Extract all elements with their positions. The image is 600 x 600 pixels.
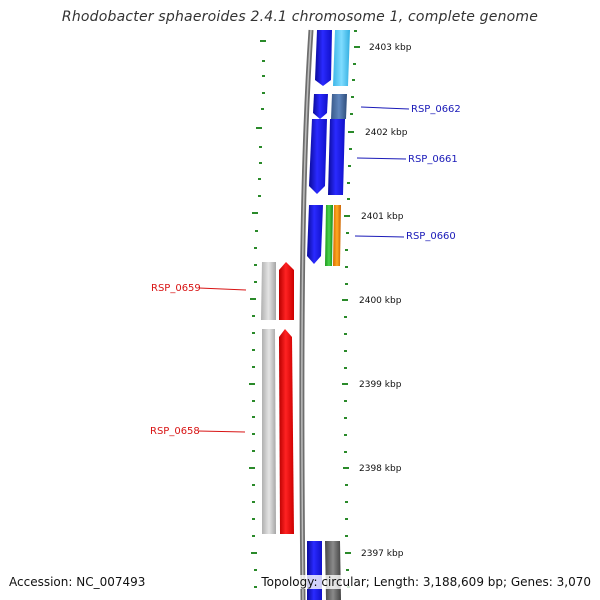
gene-RSP_0661[interactable] (309, 119, 327, 194)
leader-RSP_0659 (198, 287, 247, 291)
topology-summary: Topology: circular; Length: 3,188,609 bp… (261, 575, 591, 589)
gene-feature-bottom-blue[interactable] (307, 541, 322, 600)
gene-RSP_0662[interactable] (313, 94, 328, 119)
tick-label-2402: 2402 kbp (365, 128, 408, 138)
gene-RSP_0659-grey[interactable] (261, 262, 276, 320)
leader-RSP_0660 (354, 235, 405, 238)
gene-RSP_0658[interactable] (279, 329, 294, 534)
gene-feature-top-cyan[interactable] (333, 30, 350, 86)
gene-feature-top-blue[interactable] (315, 30, 332, 86)
reverse-strand-track (261, 262, 294, 534)
gene-label-RSP_0659[interactable]: RSP_0659 (151, 283, 201, 294)
gene-label-RSP_0660[interactable]: RSP_0660 (406, 231, 456, 242)
gene-RSP_0662-partner[interactable] (331, 94, 347, 119)
inner-tick-marks (249, 40, 266, 588)
gene-RSP_0660-green[interactable] (325, 205, 333, 266)
gene-label-RSP_0662[interactable]: RSP_0662 (411, 104, 461, 115)
gene-RSP_0660-orange[interactable] (333, 205, 341, 266)
map-title: Rhodobacter sphaeroides 2.4.1 chromosome… (61, 9, 539, 25)
tick-label-2403: 2403 kbp (369, 43, 412, 53)
leader-RSP_0658 (197, 430, 246, 433)
gene-RSP_0658-grey[interactable] (262, 329, 276, 534)
gene-RSP_0659[interactable] (279, 262, 294, 320)
chromosome-backbone-highlight (301, 29, 312, 600)
leader-RSP_0662 (360, 106, 410, 110)
gene-label-RSP_0658[interactable]: RSP_0658 (150, 426, 200, 437)
tick-label-2400: 2400 kbp (359, 296, 402, 306)
tick-label-2399: 2399 kbp (359, 380, 402, 390)
leader-RSP_0661 (356, 157, 407, 160)
accession-label: Accession: NC_007493 (9, 575, 146, 589)
gene-RSP_0661-partner[interactable] (328, 119, 345, 195)
outer-tick-marks (342, 30, 360, 588)
gene-feature-bottom-dark[interactable] (325, 541, 341, 600)
gene-RSP_0660[interactable] (307, 205, 323, 264)
forward-strand-track (307, 30, 350, 600)
tick-label-2397: 2397 kbp (361, 549, 404, 559)
tick-label-2401: 2401 kbp (361, 212, 404, 222)
tick-label-2398: 2398 kbp (359, 464, 402, 474)
gene-label-RSP_0661[interactable]: RSP_0661 (408, 154, 458, 165)
